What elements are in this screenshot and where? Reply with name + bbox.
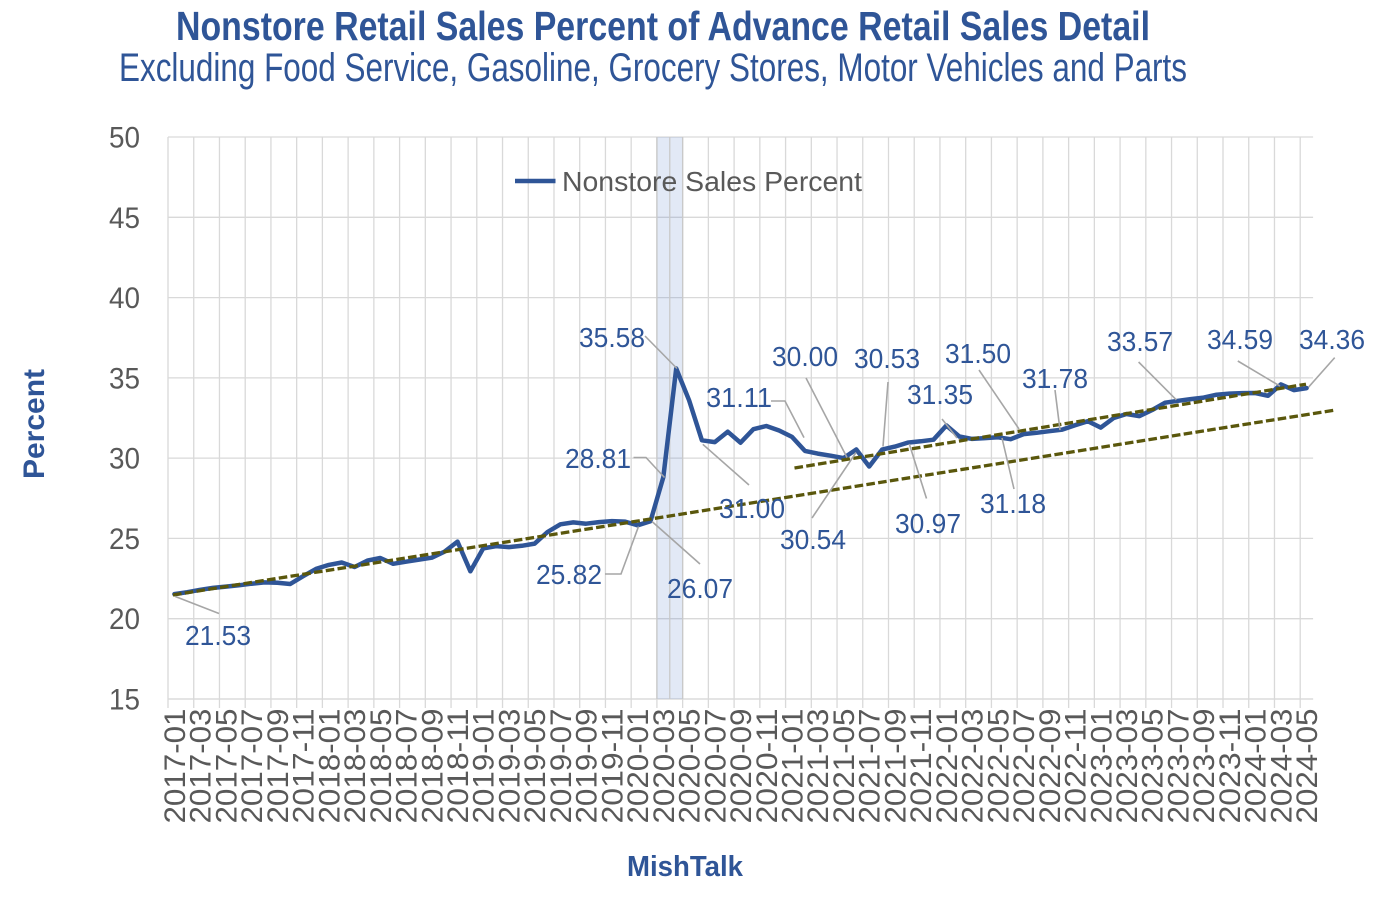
svg-text:2018-11: 2018-11 (442, 709, 475, 824)
svg-text:21.53: 21.53 (185, 620, 251, 651)
svg-text:2018-03: 2018-03 (339, 709, 372, 824)
svg-text:30.53: 30.53 (854, 343, 920, 374)
svg-text:2021-09: 2021-09 (879, 709, 912, 824)
svg-text:30.54: 30.54 (780, 524, 846, 555)
svg-text:15: 15 (109, 684, 140, 717)
svg-text:2019-07: 2019-07 (545, 709, 578, 824)
svg-text:2024-05: 2024-05 (1291, 709, 1324, 824)
svg-text:Excluding Food Service, Gasoli: Excluding Food Service, Gasoline, Grocer… (119, 46, 1187, 90)
svg-text:2022-03: 2022-03 (957, 709, 990, 824)
svg-text:2022-05: 2022-05 (982, 709, 1015, 824)
svg-text:2018-01: 2018-01 (313, 709, 346, 824)
svg-text:2020-07: 2020-07 (699, 709, 732, 824)
svg-text:31.18: 31.18 (980, 488, 1046, 519)
svg-text:2023-09: 2023-09 (1188, 709, 1221, 824)
svg-text:31.11: 31.11 (706, 382, 772, 413)
svg-text:2018-05: 2018-05 (365, 709, 398, 824)
svg-text:25: 25 (109, 523, 140, 556)
svg-text:2022-09: 2022-09 (1034, 709, 1067, 824)
svg-text:2020-05: 2020-05 (674, 709, 707, 824)
svg-text:31.35: 31.35 (907, 379, 973, 410)
svg-text:50: 50 (109, 122, 140, 155)
svg-text:2021-03: 2021-03 (802, 709, 835, 824)
svg-text:30: 30 (109, 443, 140, 476)
svg-text:2023-01: 2023-01 (1085, 709, 1118, 824)
svg-text:2023-11: 2023-11 (1214, 709, 1247, 824)
svg-text:2017-11: 2017-11 (288, 709, 321, 824)
svg-text:2020-03: 2020-03 (648, 709, 681, 824)
svg-text:2017-09: 2017-09 (262, 709, 295, 824)
svg-text:35.58: 35.58 (579, 322, 645, 353)
svg-text:31.78: 31.78 (1022, 363, 1088, 394)
svg-text:2021-01: 2021-01 (777, 709, 810, 824)
svg-text:40: 40 (109, 282, 140, 315)
svg-text:2019-03: 2019-03 (493, 709, 526, 824)
svg-text:28.81: 28.81 (565, 443, 631, 474)
svg-text:26.07: 26.07 (667, 573, 733, 604)
svg-text:2019-01: 2019-01 (468, 709, 501, 824)
svg-text:33.57: 33.57 (1107, 326, 1173, 357)
svg-text:45: 45 (109, 202, 140, 235)
svg-text:20: 20 (109, 603, 140, 636)
svg-text:2017-01: 2017-01 (159, 709, 192, 824)
svg-text:2020-01: 2020-01 (622, 709, 655, 824)
svg-text:2017-03: 2017-03 (185, 709, 218, 824)
svg-text:MishTalk: MishTalk (627, 851, 744, 883)
svg-text:2021-07: 2021-07 (854, 709, 887, 824)
svg-text:30.97: 30.97 (895, 508, 961, 539)
svg-text:2017-05: 2017-05 (210, 709, 243, 824)
svg-text:2024-03: 2024-03 (1265, 709, 1298, 824)
svg-text:34.36: 34.36 (1299, 324, 1365, 355)
svg-text:30.00: 30.00 (772, 341, 838, 372)
svg-text:2020-09: 2020-09 (725, 709, 758, 824)
svg-text:2023-05: 2023-05 (1137, 709, 1170, 824)
svg-text:2024-01: 2024-01 (1240, 709, 1273, 824)
svg-text:2020-11: 2020-11 (751, 709, 784, 824)
svg-text:2017-07: 2017-07 (236, 709, 269, 824)
svg-text:2019-05: 2019-05 (519, 709, 552, 824)
svg-text:31.00: 31.00 (719, 493, 785, 524)
svg-text:2021-11: 2021-11 (905, 708, 938, 823)
svg-text:2019-09: 2019-09 (571, 709, 604, 824)
svg-text:2023-07: 2023-07 (1163, 709, 1196, 824)
svg-text:2022-07: 2022-07 (1008, 709, 1041, 824)
svg-text:2022-11: 2022-11 (1060, 709, 1093, 824)
svg-text:34.59: 34.59 (1207, 324, 1273, 355)
svg-text:2019-11: 2019-11 (596, 709, 629, 824)
svg-text:2021-05: 2021-05 (828, 709, 861, 824)
svg-text:31.50: 31.50 (945, 338, 1011, 369)
svg-text:2023-03: 2023-03 (1111, 709, 1144, 824)
svg-text:25.82: 25.82 (536, 559, 602, 590)
svg-text:2022-01: 2022-01 (931, 709, 964, 824)
svg-text:2018-09: 2018-09 (416, 709, 449, 824)
svg-text:Percent: Percent (18, 369, 51, 479)
svg-text:Nonstore Retail Sales Percent: Nonstore Retail Sales Percent of Advance… (176, 3, 1150, 49)
svg-text:35: 35 (109, 362, 140, 395)
svg-text:2018-07: 2018-07 (391, 709, 424, 824)
svg-text:Nonstore Sales Percent: Nonstore Sales Percent (562, 166, 862, 197)
